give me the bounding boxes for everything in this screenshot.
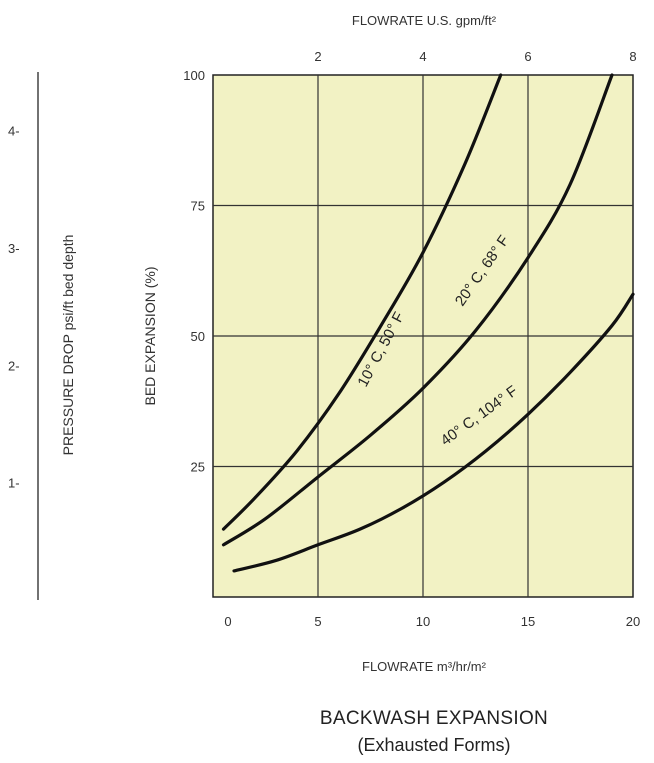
y-tick-label: 25: [191, 460, 205, 475]
x-top-tick-label: 6: [524, 49, 531, 64]
y-tick-label: 100: [183, 68, 205, 83]
x-tick-label: 0: [224, 614, 231, 629]
y-tick-label: 50: [191, 329, 205, 344]
y-tick-label: 75: [191, 199, 205, 214]
y-axis-title: BED EXPANSION (%): [142, 267, 158, 406]
x-tick-label: 5: [314, 614, 321, 629]
x-tick-label: 15: [521, 614, 535, 629]
x-tick-label: 20: [626, 614, 640, 629]
plot-area: 10° C, 50° F20° C, 68° F40° C, 104° F: [213, 75, 633, 597]
pressure-tick-label: 4-: [8, 124, 20, 139]
x-top-tick-label: 4: [419, 49, 426, 64]
chart-subtitle: (Exhausted Forms): [254, 735, 614, 756]
x-axis-bottom-title: FLOWRATE m³/hr/m²: [362, 659, 487, 674]
x-top-tick-label: 8: [629, 49, 636, 64]
pressure-drop-axis: 1- 2- 3- 4- PRESSURE DROP psi/ft bed depth: [8, 72, 76, 600]
x-top-tick-label: 2: [314, 49, 321, 64]
pressure-tick-label: 2-: [8, 358, 20, 373]
pressure-drop-axis-title: PRESSURE DROP psi/ft bed depth: [60, 235, 76, 456]
chart-title: BACKWASH EXPANSION: [254, 708, 614, 730]
x-tick-label: 10: [416, 614, 430, 629]
pressure-tick-label: 1-: [8, 476, 20, 491]
x-axis-top-title: FLOWRATE U.S. gpm/ft²: [352, 13, 497, 28]
pressure-tick-label: 3-: [8, 241, 20, 256]
